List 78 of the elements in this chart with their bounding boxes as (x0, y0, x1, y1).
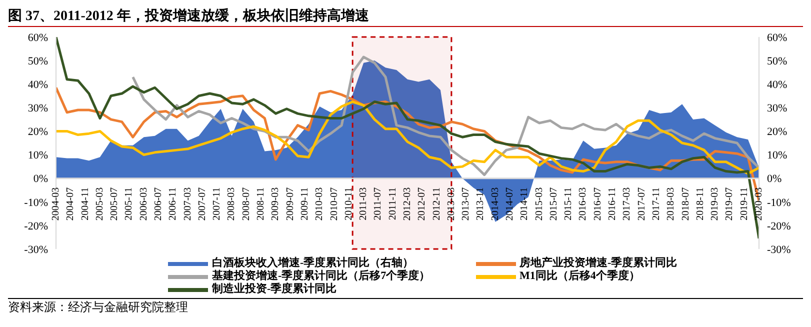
x-tick-label: 2008-07 (240, 187, 252, 221)
x-tick-label: 2010-07 (328, 187, 340, 221)
x-tick-label: 2007-07 (196, 187, 208, 221)
x-tick-label: 2012-11 (431, 187, 442, 220)
x-tick-label: 2008-11 (256, 187, 267, 220)
x-tick-label: 2018-03 (666, 187, 677, 221)
x-tick-label: 2020-03 (754, 187, 764, 221)
y-tick-label: -30% (24, 244, 48, 256)
y2-tick-label: 30% (767, 102, 788, 115)
y2-tick-label: -20% (767, 220, 791, 232)
x-tick-label: 2012-03 (402, 187, 413, 221)
y2-tick-label: 10% (767, 150, 788, 162)
y-tick-label: -20% (24, 220, 48, 232)
x-tick-label: 2013-03 (446, 187, 457, 221)
y-tick-label: 60% (28, 32, 48, 44)
x-tick-label: 2007-03 (182, 187, 194, 221)
x-tick-label: 2009-03 (270, 187, 282, 221)
x-tick-label: 2013-11 (475, 187, 486, 220)
x-tick-label: 2009-07 (284, 187, 296, 221)
x-tick-label: 2004-11 (80, 187, 91, 220)
x-tick-label: 2017-03 (622, 187, 633, 221)
x-tick-label: 2014-07 (504, 187, 516, 221)
x-tick-label: 2007-11 (212, 187, 223, 220)
x-tick-label: 2006-07 (153, 187, 164, 221)
x-tick-label: 2015-03 (534, 187, 545, 221)
x-tick-label: 2018-07 (680, 187, 692, 221)
x-tick-label: 2014-03 (490, 187, 501, 221)
x-tick-label: 2012-07 (416, 187, 428, 221)
x-tick-label: 2011-07 (372, 187, 384, 220)
x-tick-label: 2013-07 (460, 187, 472, 221)
line-series (132, 56, 759, 176)
x-tick-label: 2019-07 (724, 187, 736, 221)
y-tick-label: -10% (24, 196, 48, 209)
x-tick-label: 2011-03 (358, 187, 370, 220)
x-tick-label: 2015-11 (563, 187, 574, 220)
y-tick-label: 10% (28, 150, 48, 162)
y-tick-label: 0% (33, 173, 48, 186)
y-tick-label: 40% (28, 79, 48, 92)
x-tick-label: 2006-03 (138, 187, 150, 221)
y2-tick-label: 50% (767, 55, 788, 68)
y2-tick-label: -10% (767, 196, 791, 209)
legend-label: 白酒板块收入增速-季度累计同比（右轴） (212, 257, 414, 270)
text: 资料来源：经济与金融研究院整理 (8, 298, 803, 315)
x-tick-label: 2019-03 (710, 187, 721, 221)
y2-tick-label: 20% (767, 126, 788, 138)
x-tick-label: 2008-03 (226, 187, 238, 221)
x-tick-label: 2005-11 (124, 187, 135, 220)
x-tick-label: 2005-07 (109, 187, 120, 221)
x-tick-label: 2014-11 (519, 187, 530, 220)
x-tick-label: 2016-07 (592, 187, 604, 221)
chart-title: 图 37、2011-2012 年，投资增速放缓，板块依旧维持高增速 (8, 8, 803, 27)
x-tick-label: 2006-11 (168, 187, 179, 220)
line-series (56, 100, 759, 175)
x-tick-label: 2004-03 (50, 187, 62, 221)
x-tick-label: 2019-11 (738, 187, 750, 220)
legend-label: M1同比（后移4个季度） (520, 270, 640, 283)
x-tick-label: 2018-11 (694, 187, 706, 220)
y-tick-label: 30% (28, 102, 48, 115)
legend-label: 制造业投资-季度累计同比 (212, 283, 337, 296)
x-tick-label: 2010-03 (314, 187, 326, 221)
x-tick-label: 2016-03 (578, 187, 589, 221)
y-tick-label: 20% (28, 126, 48, 138)
x-tick-label: 2017-11 (650, 187, 662, 220)
y2-tick-label: 0% (767, 173, 782, 186)
y-tick-label: 50% (28, 55, 48, 68)
x-tick-label: 2017-07 (636, 187, 648, 221)
y2-tick-label: -30% (767, 244, 791, 256)
y2-tick-label: 40% (767, 79, 788, 92)
x-tick-label: 2004-07 (65, 187, 76, 221)
x-tick-label: 2010-11 (343, 187, 354, 220)
x-tick-label: 2016-11 (607, 187, 618, 220)
y2-tick-label: 60% (767, 32, 788, 44)
legend-label: 房地产业投资增速-季度累计同比 (520, 257, 678, 270)
x-tick-label: 2011-11 (387, 187, 398, 220)
x-tick-label: 2009-11 (299, 187, 310, 220)
x-tick-label: 2005-03 (94, 187, 106, 221)
legend-label: 基建投资增速-季度累计同比（后移7个季度） (212, 270, 430, 282)
x-tick-label: 2015-07 (548, 187, 560, 221)
